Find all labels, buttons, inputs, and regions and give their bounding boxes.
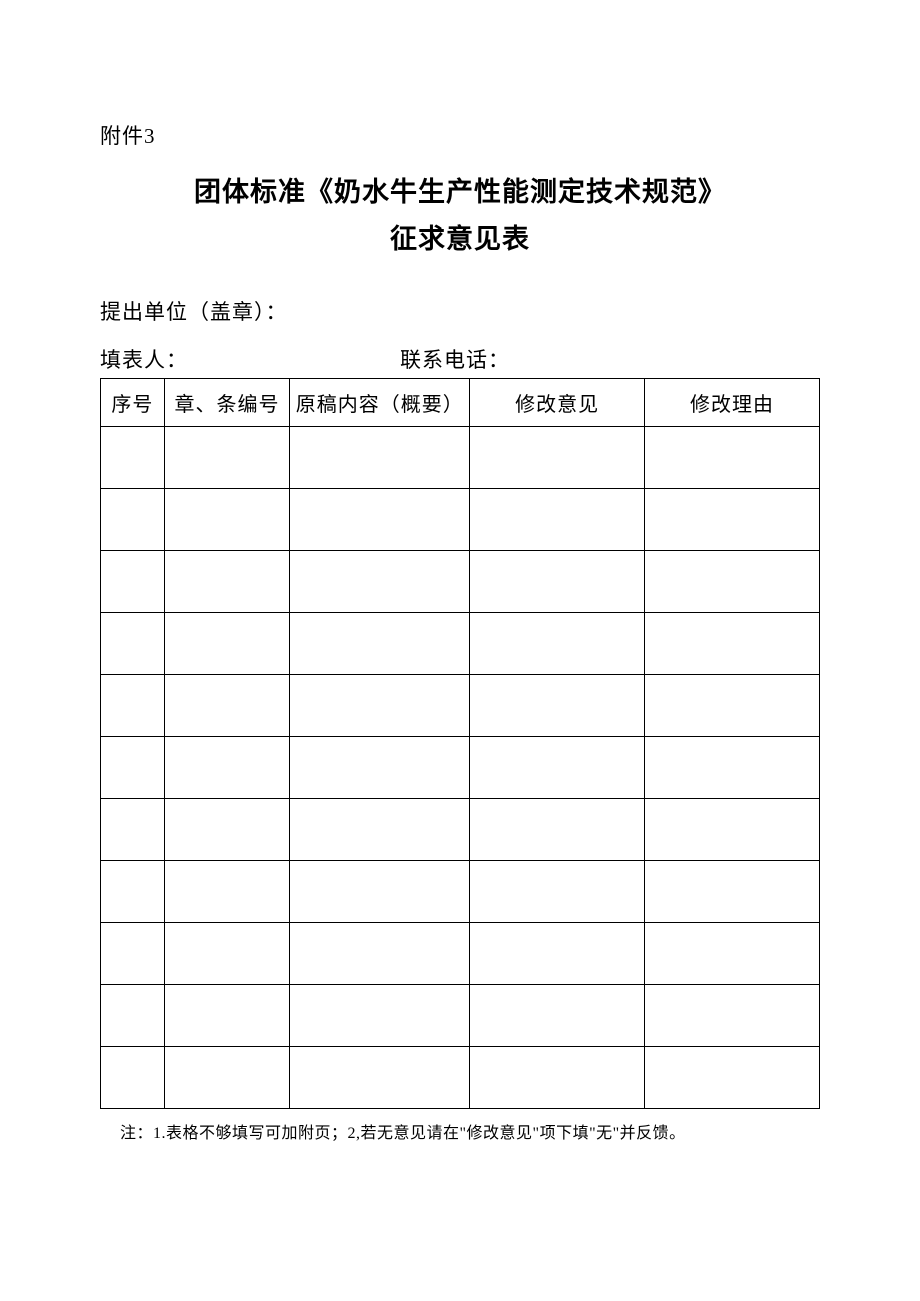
cell: [164, 799, 289, 861]
cell: [164, 427, 289, 489]
cell: [290, 551, 470, 613]
cell: [101, 551, 165, 613]
cell: [164, 675, 289, 737]
cell: [470, 737, 645, 799]
cell: [164, 489, 289, 551]
submitting-unit-row: 提出单位（盖章）：: [100, 296, 820, 326]
cell: [470, 427, 645, 489]
cell: [101, 675, 165, 737]
cell: [470, 861, 645, 923]
cell: [101, 427, 165, 489]
cell: [290, 799, 470, 861]
cell: [290, 427, 470, 489]
cell: [164, 985, 289, 1047]
cell: [470, 985, 645, 1047]
cell: [164, 613, 289, 675]
table-row: [101, 737, 820, 799]
cell: [290, 737, 470, 799]
cell: [290, 861, 470, 923]
table-row: [101, 613, 820, 675]
submitting-unit-label: 提出单位（盖章）：: [100, 300, 288, 324]
cell: [290, 675, 470, 737]
col-header-section: 章、条编号: [164, 379, 289, 427]
cell: [645, 1047, 820, 1109]
cell: [645, 923, 820, 985]
cell: [470, 923, 645, 985]
cell: [101, 985, 165, 1047]
cell: [164, 1047, 289, 1109]
cell: [290, 613, 470, 675]
cell: [470, 613, 645, 675]
title-line2: 征求意见表: [100, 217, 820, 256]
cell: [470, 1047, 645, 1109]
cell: [164, 737, 289, 799]
cell: [290, 489, 470, 551]
table-row: [101, 427, 820, 489]
table-row: [101, 923, 820, 985]
cell: [164, 861, 289, 923]
cell: [290, 985, 470, 1047]
table-row: [101, 675, 820, 737]
table-row: [101, 551, 820, 613]
cell: [101, 613, 165, 675]
cell: [645, 551, 820, 613]
cell: [101, 861, 165, 923]
cell: [470, 675, 645, 737]
cell: [645, 675, 820, 737]
cell: [164, 923, 289, 985]
filler-contact-row: 填表人： 联系电话：: [100, 344, 820, 374]
table-header-row: 序号 章、条编号 原稿内容（概要） 修改意见 修改理由: [101, 379, 820, 427]
cell: [101, 799, 165, 861]
cell: [645, 427, 820, 489]
title-line1: 团体标准《奶水牛生产性能测定技术规范》: [100, 170, 820, 209]
footnote: 注：1.表格不够填写可加附页；2,若无意见请在"修改意见"项下填"无"并反馈。: [100, 1119, 820, 1143]
table-row: [101, 985, 820, 1047]
cell: [645, 613, 820, 675]
cell: [645, 489, 820, 551]
cell: [290, 1047, 470, 1109]
col-header-original: 原稿内容（概要）: [290, 379, 470, 427]
cell: [645, 799, 820, 861]
cell: [645, 861, 820, 923]
table-row: [101, 1047, 820, 1109]
table-row: [101, 489, 820, 551]
contact-label: 联系电话：: [400, 344, 820, 374]
cell: [101, 737, 165, 799]
cell: [290, 923, 470, 985]
feedback-table: 序号 章、条编号 原稿内容（概要） 修改意见 修改理由: [100, 378, 820, 1109]
cell: [645, 737, 820, 799]
cell: [470, 489, 645, 551]
cell: [645, 985, 820, 1047]
attachment-label: 附件3: [100, 120, 820, 150]
cell: [470, 799, 645, 861]
cell: [101, 1047, 165, 1109]
filler-label: 填表人：: [100, 344, 400, 374]
cell: [470, 551, 645, 613]
col-header-opinion: 修改意见: [470, 379, 645, 427]
cell: [101, 489, 165, 551]
table-body: [101, 427, 820, 1109]
table-row: [101, 799, 820, 861]
col-header-reason: 修改理由: [645, 379, 820, 427]
col-header-seq: 序号: [101, 379, 165, 427]
cell: [101, 923, 165, 985]
cell: [164, 551, 289, 613]
table-row: [101, 861, 820, 923]
